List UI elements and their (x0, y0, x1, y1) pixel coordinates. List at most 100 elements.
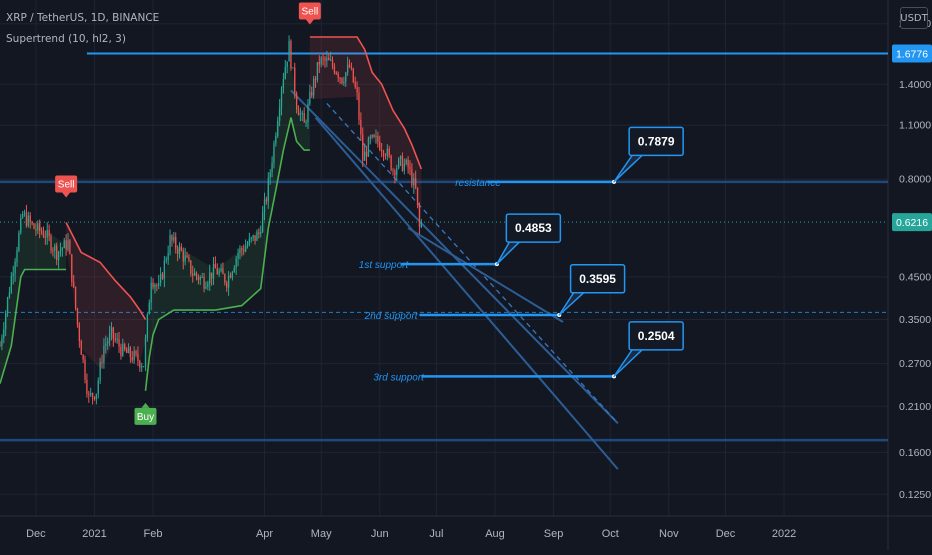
candle (82, 354, 84, 363)
candle-body (392, 170, 394, 172)
symbol-title[interactable]: XRP / TetherUS, 1D, BINANCE (6, 12, 160, 24)
candle-body (252, 235, 254, 238)
candle-body (25, 212, 28, 226)
candle (18, 230, 20, 252)
callout-pointer (558, 292, 585, 316)
candle-body (110, 327, 113, 334)
candle-body (67, 240, 69, 250)
time-axis[interactable]: Dec 2021 Feb Apr May Jun Jul Aug Sep Oct Nov Dec 202… (26, 528, 796, 540)
candle (377, 131, 379, 148)
level-3rd-support[interactable]: 3rd support 0.2504 (373, 321, 684, 384)
candle (14, 258, 16, 282)
candle (288, 35, 290, 62)
candle (373, 133, 375, 138)
supertrend-fill (309, 37, 422, 223)
candle-body (178, 246, 181, 255)
candle (195, 271, 198, 281)
candle (399, 155, 402, 167)
price-label[interactable]: 0.6216 (892, 213, 932, 232)
signal-label: Sell (58, 179, 75, 190)
candle-body (254, 235, 256, 241)
candle-body (380, 149, 383, 152)
candle (363, 143, 366, 161)
candle-body (420, 221, 422, 227)
candle-body (122, 344, 124, 356)
candle (322, 52, 324, 66)
candle (229, 272, 232, 279)
candle (56, 242, 58, 266)
candle-body (197, 276, 200, 280)
candle-body (161, 273, 164, 279)
candle-body (350, 66, 353, 69)
candle (312, 75, 315, 99)
candle-body (135, 351, 137, 354)
candle-body (345, 72, 347, 82)
level-name: 3rd support (373, 372, 425, 383)
candle (280, 86, 283, 116)
candle (54, 243, 56, 259)
candle (146, 313, 149, 342)
candle (260, 225, 262, 238)
candle (277, 116, 279, 139)
indicator-legend[interactable]: Supertrend (10, hl2, 3) (6, 33, 126, 45)
candle (360, 112, 362, 141)
channel-line[interactable] (314, 116, 619, 470)
candle-body (377, 136, 379, 142)
candle-body (307, 103, 309, 123)
level-2nd-support[interactable]: 2nd support 0.3595 (364, 264, 626, 322)
candle (384, 153, 387, 160)
level-1st-support[interactable]: 1st support 0.4853 (359, 213, 562, 271)
candle (258, 228, 260, 239)
candle-body (286, 61, 288, 67)
candle (5, 310, 7, 337)
candle (161, 272, 164, 280)
price-label[interactable]: 1.6776 (892, 44, 932, 63)
candle (239, 245, 241, 260)
candle (309, 84, 311, 106)
candle (148, 299, 150, 315)
signal-pointer (62, 192, 71, 198)
candle-body (375, 136, 377, 138)
currency-unit-button[interactable]: USDT (900, 7, 928, 29)
candle (12, 265, 14, 285)
candle (265, 196, 268, 205)
candle (178, 242, 181, 259)
x-tick-label: 2021 (82, 528, 106, 540)
candle-body (280, 88, 283, 108)
candle (271, 156, 273, 178)
channel-line[interactable] (407, 227, 564, 323)
signal-buy[interactable]: Buy (134, 402, 157, 425)
candle-body (416, 187, 419, 206)
candle-body (31, 221, 33, 224)
candle-body (335, 72, 337, 74)
candle-body (369, 137, 371, 139)
signal-sell[interactable]: Sell (55, 175, 78, 198)
candle-body (328, 57, 330, 61)
signal-sell[interactable]: Sell (298, 2, 321, 25)
candle (210, 272, 213, 286)
candle (286, 61, 288, 74)
candle-body (42, 232, 45, 237)
candle (303, 107, 305, 123)
candle (142, 365, 145, 368)
candle (129, 346, 132, 363)
candle (324, 56, 326, 68)
candle (212, 256, 215, 285)
candle-body (201, 277, 203, 279)
candle (118, 331, 120, 353)
level-resistance[interactable]: resistance 0.7879 (455, 126, 684, 189)
candle-body (354, 82, 356, 88)
candle-body (86, 379, 88, 394)
candle (231, 270, 234, 281)
candle-body (405, 159, 407, 164)
candle (0, 341, 1, 347)
candle (346, 56, 349, 76)
candle (107, 337, 109, 350)
candle (390, 154, 392, 172)
candle-body (403, 163, 405, 171)
candle-body (65, 240, 67, 250)
candle (65, 234, 67, 256)
